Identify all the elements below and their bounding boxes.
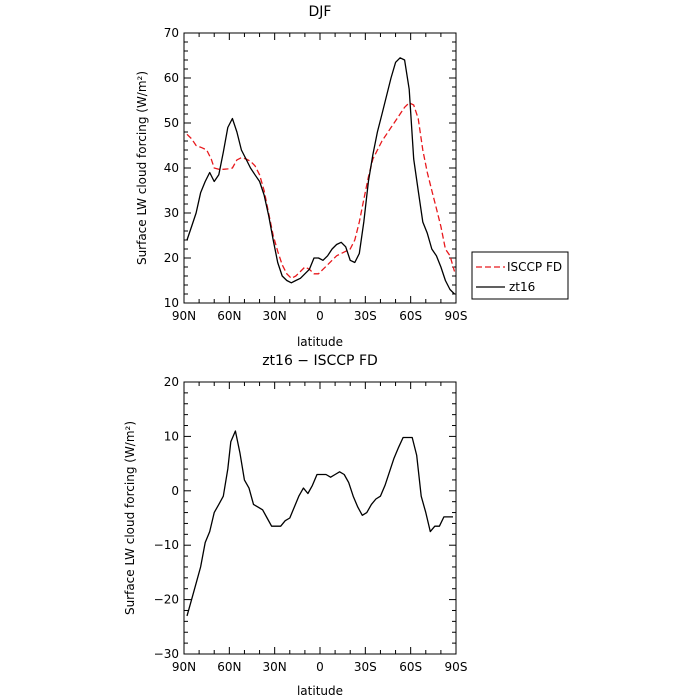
y-tick-label: −30 [154, 647, 179, 661]
panel-top: DJF 90N 60N 30N 0 30S 60S 90S 10 20 30 40 50 60 70 la… [135, 4, 569, 349]
legend-label-isccp: ISCCP FD [507, 260, 562, 274]
x-tick-label: 30N [263, 660, 287, 674]
y-tick-label: 0 [171, 484, 179, 498]
tick-group: 90N 60N 30N 0 30S 60S 90S −30 −20 −10 0 10 20 [154, 375, 468, 674]
x-tick-label: 60S [399, 309, 422, 323]
x-tick-label: 0 [316, 309, 324, 323]
y-axis-label: Surface LW cloud forcing (W/m²) [123, 421, 137, 615]
chart-title: DJF [309, 4, 332, 20]
x-tick-label: 30S [354, 309, 377, 323]
legend-box [471, 251, 569, 300]
x-tick-label: 0 [316, 660, 324, 674]
panel-bottom: zt16 − ISCCP FD 90N 60N 30N 0 30S 60S 90S −30 −2… [123, 353, 467, 698]
series-line-isccp-fd [186, 102, 456, 279]
x-tick-label: 90N [172, 660, 196, 674]
y-tick-label: 10 [164, 429, 179, 443]
y-tick-label: 30 [164, 206, 179, 220]
x-tick-label: 60S [399, 660, 422, 674]
y-tick-label: 60 [164, 71, 179, 85]
plot-frame [183, 32, 457, 304]
y-tick-label: 20 [164, 375, 179, 389]
x-tick-label: 60N [217, 309, 241, 323]
series-group [186, 57, 456, 295]
x-tick-label: 90S [445, 309, 468, 323]
y-tick-label: 10 [164, 296, 179, 310]
x-axis-label: latitude [297, 684, 343, 698]
chart-title: zt16 − ISCCP FD [262, 353, 378, 369]
x-tick-label: 90S [445, 660, 468, 674]
x-tick-label: 90N [172, 309, 196, 323]
legend: ISCCP FD zt16 [471, 251, 569, 300]
x-tick-label: 30S [354, 660, 377, 674]
legend-label-zt16: zt16 [509, 280, 535, 294]
series-group [186, 430, 453, 617]
y-axis-label: Surface LW cloud forcing (W/m²) [135, 71, 149, 265]
x-tick-label: 30N [263, 309, 287, 323]
plot-frame [183, 381, 457, 655]
y-tick-label: −20 [154, 593, 179, 607]
y-tick-label: 70 [164, 26, 179, 40]
tick-group: 90N 60N 30N 0 30S 60S 90S 10 20 30 40 50 60 70 [164, 26, 468, 323]
x-axis-label: latitude [297, 335, 343, 349]
y-tick-label: 50 [164, 116, 179, 130]
series-line-difference [186, 430, 453, 617]
series-line-zt16 [186, 57, 455, 295]
y-tick-label: 20 [164, 251, 179, 265]
y-tick-label: −10 [154, 538, 179, 552]
x-tick-label: 60N [217, 660, 241, 674]
y-tick-label: 40 [164, 161, 179, 175]
